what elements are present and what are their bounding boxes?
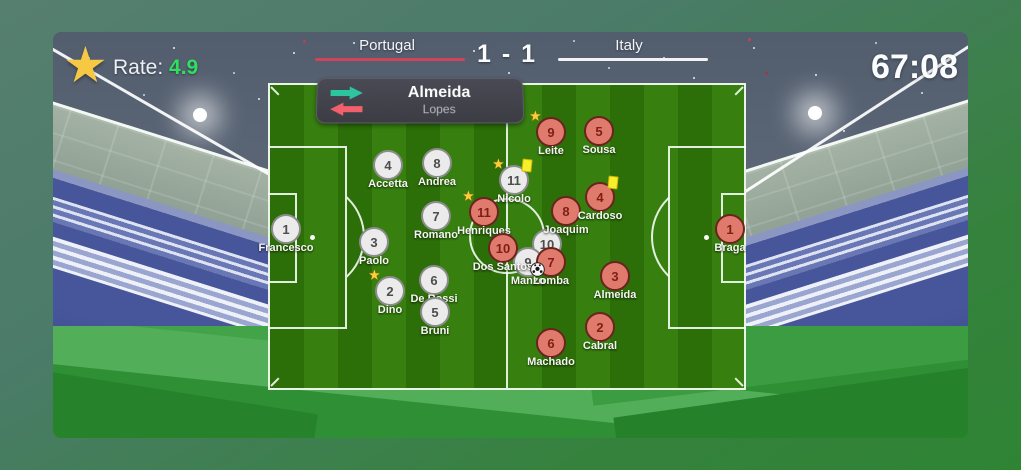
player-marker[interactable]: 3 Paolo bbox=[359, 227, 389, 267]
player-number: 9 bbox=[547, 124, 555, 140]
rate-label: Rate: 4.9 bbox=[113, 56, 198, 80]
penalty-spot-left bbox=[310, 235, 315, 240]
player-name: Leite bbox=[538, 145, 564, 157]
player-number: 8 bbox=[433, 155, 441, 171]
player-number: 11 bbox=[507, 172, 521, 188]
player-name: Accetta bbox=[368, 178, 408, 190]
player-name: Machado bbox=[527, 356, 575, 368]
player-name: Almeida bbox=[593, 289, 637, 301]
player-marker[interactable]: ★ 2 Dino bbox=[369, 268, 405, 316]
player-marker[interactable]: 4 Cardoso bbox=[578, 175, 622, 222]
substitution-arrows bbox=[317, 85, 370, 116]
player-marker[interactable]: 7 Lomba bbox=[533, 247, 569, 287]
star-badge: ★ bbox=[463, 189, 474, 203]
player-number: 1 bbox=[726, 221, 734, 237]
player-number: 1 bbox=[282, 221, 290, 237]
sky-specks-red bbox=[53, 32, 56, 35]
player-name: Cardoso bbox=[577, 210, 623, 222]
player-marker[interactable]: 4 Accetta bbox=[368, 150, 408, 190]
player-number: 10 bbox=[495, 240, 511, 256]
player-name: Cabral bbox=[582, 340, 618, 352]
player-number: 7 bbox=[432, 208, 440, 224]
sub-out-arrow-icon bbox=[330, 102, 363, 116]
penalty-spot-right bbox=[704, 235, 709, 240]
substitution-banner[interactable]: Almeida Lopes bbox=[315, 78, 525, 124]
player-marker[interactable]: 5 Sousa bbox=[582, 116, 616, 156]
star-badge: ★ bbox=[369, 268, 380, 282]
ball-icon bbox=[530, 262, 545, 277]
player-name: Manzo bbox=[510, 275, 546, 287]
players-layer: 1 Francesco 4 Accetta 8 Andrea 7 Romano … bbox=[53, 32, 968, 438]
penalty-box-right bbox=[668, 146, 746, 329]
player-marker[interactable]: 6 Machado bbox=[527, 328, 575, 368]
floodlight-lamp-left bbox=[193, 108, 207, 122]
player-name: Paolo bbox=[359, 255, 389, 267]
yellow-card-badge bbox=[521, 158, 533, 173]
player-name: Joaquim bbox=[543, 224, 589, 236]
away-team-name: Italy bbox=[615, 37, 643, 54]
player-number: 6 bbox=[430, 272, 438, 288]
yellow-card-badge bbox=[607, 175, 619, 190]
player-number: 6 bbox=[547, 335, 555, 351]
player-name: Dos Santos bbox=[472, 261, 534, 273]
player-name: Lomba bbox=[532, 275, 570, 287]
star-badge: ★ bbox=[530, 109, 541, 123]
home-team-name: Portugal bbox=[359, 37, 415, 54]
player-number: 5 bbox=[595, 123, 603, 139]
player-number: 2 bbox=[596, 319, 604, 335]
match-timer: 67:08 bbox=[871, 48, 958, 86]
player-marker[interactable]: 7 Romano bbox=[414, 201, 458, 241]
player-marker[interactable]: 10 Dos Santos bbox=[473, 233, 533, 273]
player-marker[interactable]: 1 Braga bbox=[714, 214, 746, 254]
player-number: 7 bbox=[547, 254, 555, 270]
score: 1 - 1 bbox=[476, 40, 538, 68]
sub-in-player: Almeida bbox=[407, 84, 471, 102]
player-number: 4 bbox=[384, 157, 392, 173]
player-name: Sousa bbox=[582, 144, 616, 156]
player-number: 2 bbox=[386, 283, 394, 299]
home-team-underline bbox=[315, 58, 465, 61]
star-icon: ★ bbox=[63, 37, 108, 93]
sub-in-arrow-icon bbox=[330, 85, 363, 100]
player-number: 4 bbox=[596, 189, 604, 205]
rate-label-text: Rate: bbox=[113, 56, 164, 79]
player-name: Francesco bbox=[258, 242, 314, 254]
game-screen: 1 Francesco 4 Accetta 8 Andrea 7 Romano … bbox=[53, 32, 968, 438]
player-name: Romano bbox=[414, 229, 458, 241]
player-name: Andrea bbox=[418, 176, 456, 188]
sub-out-player: Lopes bbox=[422, 101, 456, 117]
away-team-underline bbox=[558, 58, 708, 61]
player-name: Dino bbox=[377, 304, 403, 316]
player-name: Braga bbox=[714, 242, 746, 254]
player-marker[interactable]: 8 Joaquim bbox=[543, 196, 589, 236]
player-number: 8 bbox=[562, 203, 570, 219]
floodlight-lamp-right bbox=[808, 106, 822, 120]
player-marker[interactable]: 1 Francesco bbox=[258, 214, 314, 254]
player-name: Bruni bbox=[420, 325, 450, 337]
player-marker[interactable]: ★ 9 Leite bbox=[530, 109, 566, 157]
player-marker[interactable]: 8 Andrea bbox=[418, 148, 456, 188]
rate-value: 4.9 bbox=[169, 56, 199, 79]
player-marker[interactable]: 5 Bruni bbox=[420, 297, 450, 337]
penalty-box-left bbox=[268, 146, 347, 329]
star-badge: ★ bbox=[493, 157, 504, 171]
player-number: 5 bbox=[431, 304, 439, 320]
player-marker[interactable]: ★ 11 Henriques bbox=[457, 189, 511, 237]
player-number: 3 bbox=[611, 268, 619, 284]
player-name: Nicolo bbox=[497, 193, 531, 205]
player-number: 9 bbox=[524, 254, 532, 270]
player-marker[interactable]: 3 Almeida bbox=[594, 261, 636, 301]
player-marker[interactable]: 2 Cabral bbox=[583, 312, 617, 352]
player-marker[interactable]: 6 De Rossi bbox=[410, 265, 458, 305]
player-number: 3 bbox=[370, 234, 378, 250]
player-number: 11 bbox=[477, 204, 491, 220]
player-marker[interactable]: ★ 11 Nicolo bbox=[493, 157, 533, 205]
